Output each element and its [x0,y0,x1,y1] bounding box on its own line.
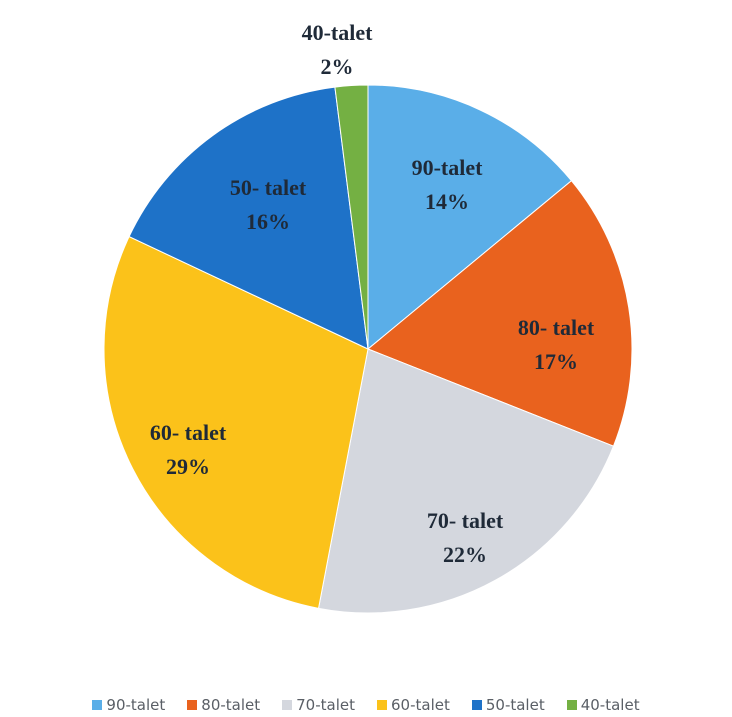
slice-label-percent: 2% [321,54,354,79]
slice-label-name: 50- talet [230,175,307,200]
legend-swatch [377,700,387,710]
pie-slice-70-talet [317,348,615,614]
slice-label-percent: 16% [246,209,290,234]
legend-label: 70-talet [296,696,355,714]
legend-label: 80-talet [201,696,261,714]
legend-label: 60-talet [391,696,450,714]
slice-label-name: 70- talet [427,508,504,533]
legend-item-50-talet: 50-talet [471,696,545,714]
legend-swatch [566,700,577,710]
slice-label-name: 40-talet [302,20,374,45]
legend-item-70-talet: 70-talet [282,696,355,714]
slice-label-name: 80- talet [518,315,595,340]
legend: 90-talet 80-talet 70-talet 60-talet 50-talet… [0,694,732,716]
slice-label-percent: 22% [443,542,487,567]
slice-label-70-talet: 70- talet 22% [427,508,504,567]
legend-item-60-talet: 60-talet [377,696,450,714]
pie-slice-60-talet [103,235,369,609]
slice-label-80-talet: 80- talet 17% [518,315,595,374]
slice-label-percent: 14% [425,189,469,214]
slice-label-percent: 29% [166,454,210,479]
legend-swatch [92,700,103,710]
legend-label: 40-talet [580,696,640,714]
legend-item-80-talet: 80-talet [187,696,260,714]
slice-label-name: 60- talet [150,420,227,445]
slice-labels: 90-talet 14% 80- talet 17% 70- talet 22% 60- t… [150,20,595,567]
slice-label-40-talet: 40-talet 2% [302,20,374,79]
legend-item-90-talet: 90-talet [92,696,165,714]
pie-slice-50-talet [128,86,369,350]
slice-label-name: 90-talet [412,155,484,180]
legend-item-40-talet: 40-talet [566,696,640,714]
slice-label-percent: 17% [534,349,578,374]
legend-label: 50-talet [485,696,545,714]
legend-swatch [471,700,482,710]
legend-swatch [187,700,198,710]
pie-slices [103,84,633,614]
legend-swatch [282,700,293,710]
legend-label: 90-talet [106,696,166,714]
pie-slice-40-talet [334,84,369,350]
slice-label-90-talet: 90-talet 14% [412,155,484,214]
slice-label-50-talet: 50- talet 16% [230,175,307,234]
pie-slice-90-talet [367,84,573,351]
slice-label-60-talet: 60- talet 29% [150,420,227,479]
pie-slice-80-talet [367,180,633,447]
